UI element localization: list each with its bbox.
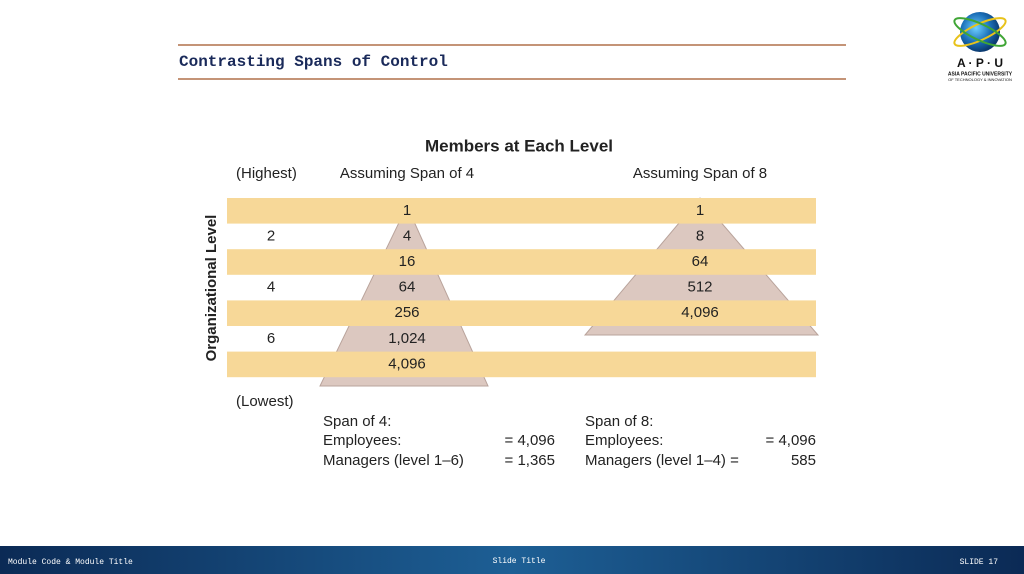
level-count: 512 <box>687 279 712 296</box>
summary-value: = 1,365 <box>505 452 555 469</box>
level-stripe <box>227 198 816 224</box>
column-header: Assuming Span of 4 <box>340 165 474 182</box>
summary-title: Span of 4: <box>323 413 391 430</box>
summary-value: = 4,096 <box>505 432 555 449</box>
level-count: 8 <box>696 227 704 244</box>
footer-right: SLIDE 17 <box>960 558 999 567</box>
summary-label: Employees: <box>585 432 663 449</box>
level-count: 4,096 <box>681 304 719 321</box>
logo-subname: OF TECHNOLOGY & INNOVATION <box>948 77 1012 82</box>
level-label: 4 <box>267 279 275 296</box>
summary-value: 585 <box>791 452 816 469</box>
level-count: 1 <box>696 202 704 219</box>
summary-label: Managers (level 1–4) = <box>585 452 739 469</box>
level-count: 64 <box>399 279 416 296</box>
level-stripe <box>227 300 816 326</box>
logo-acronym: A · P · U <box>957 56 1003 70</box>
level-count: 1 <box>403 202 411 219</box>
bottom-label: (Lowest) <box>236 393 294 410</box>
level-stripe <box>227 351 816 378</box>
pyramid-span-4 <box>319 204 489 387</box>
level-count: 256 <box>394 304 419 321</box>
summary-value: = 4,096 <box>766 432 816 449</box>
summary-label: Managers (level 1–6) <box>323 452 464 469</box>
slide-title: Contrasting Spans of Control <box>179 53 448 71</box>
level-count: 64 <box>692 253 709 270</box>
level-label: 2 <box>267 227 275 244</box>
logo-globe <box>960 12 1000 52</box>
logo-orbit <box>953 17 1007 47</box>
axis-label: Organizational Level <box>203 215 220 362</box>
footer-left: Module Code & Module Title <box>8 558 133 567</box>
footer-center: Slide Title <box>493 557 546 566</box>
level-count: 4,096 <box>388 355 426 372</box>
logo-orbit <box>953 17 1007 47</box>
level-stripe <box>227 249 816 275</box>
top-label: (Highest) <box>236 165 297 182</box>
footer-band <box>0 546 1024 574</box>
logo-name: ASIA PACIFIC UNIVERSITY <box>948 71 1013 77</box>
summary-label: Employees: <box>323 432 401 449</box>
level-label: 6 <box>267 330 275 347</box>
logo: A · P · U ASIA PACIFIC UNIVERSITY OF TEC… <box>948 12 1013 82</box>
summary-title: Span of 8: <box>585 413 653 430</box>
level-count: 4 <box>403 227 411 244</box>
column-header: Assuming Span of 8 <box>633 165 767 182</box>
figure <box>227 197 820 387</box>
level-count: 1,024 <box>388 330 426 347</box>
figure-title: Members at Each Level <box>425 136 613 155</box>
level-count: 16 <box>399 253 416 270</box>
